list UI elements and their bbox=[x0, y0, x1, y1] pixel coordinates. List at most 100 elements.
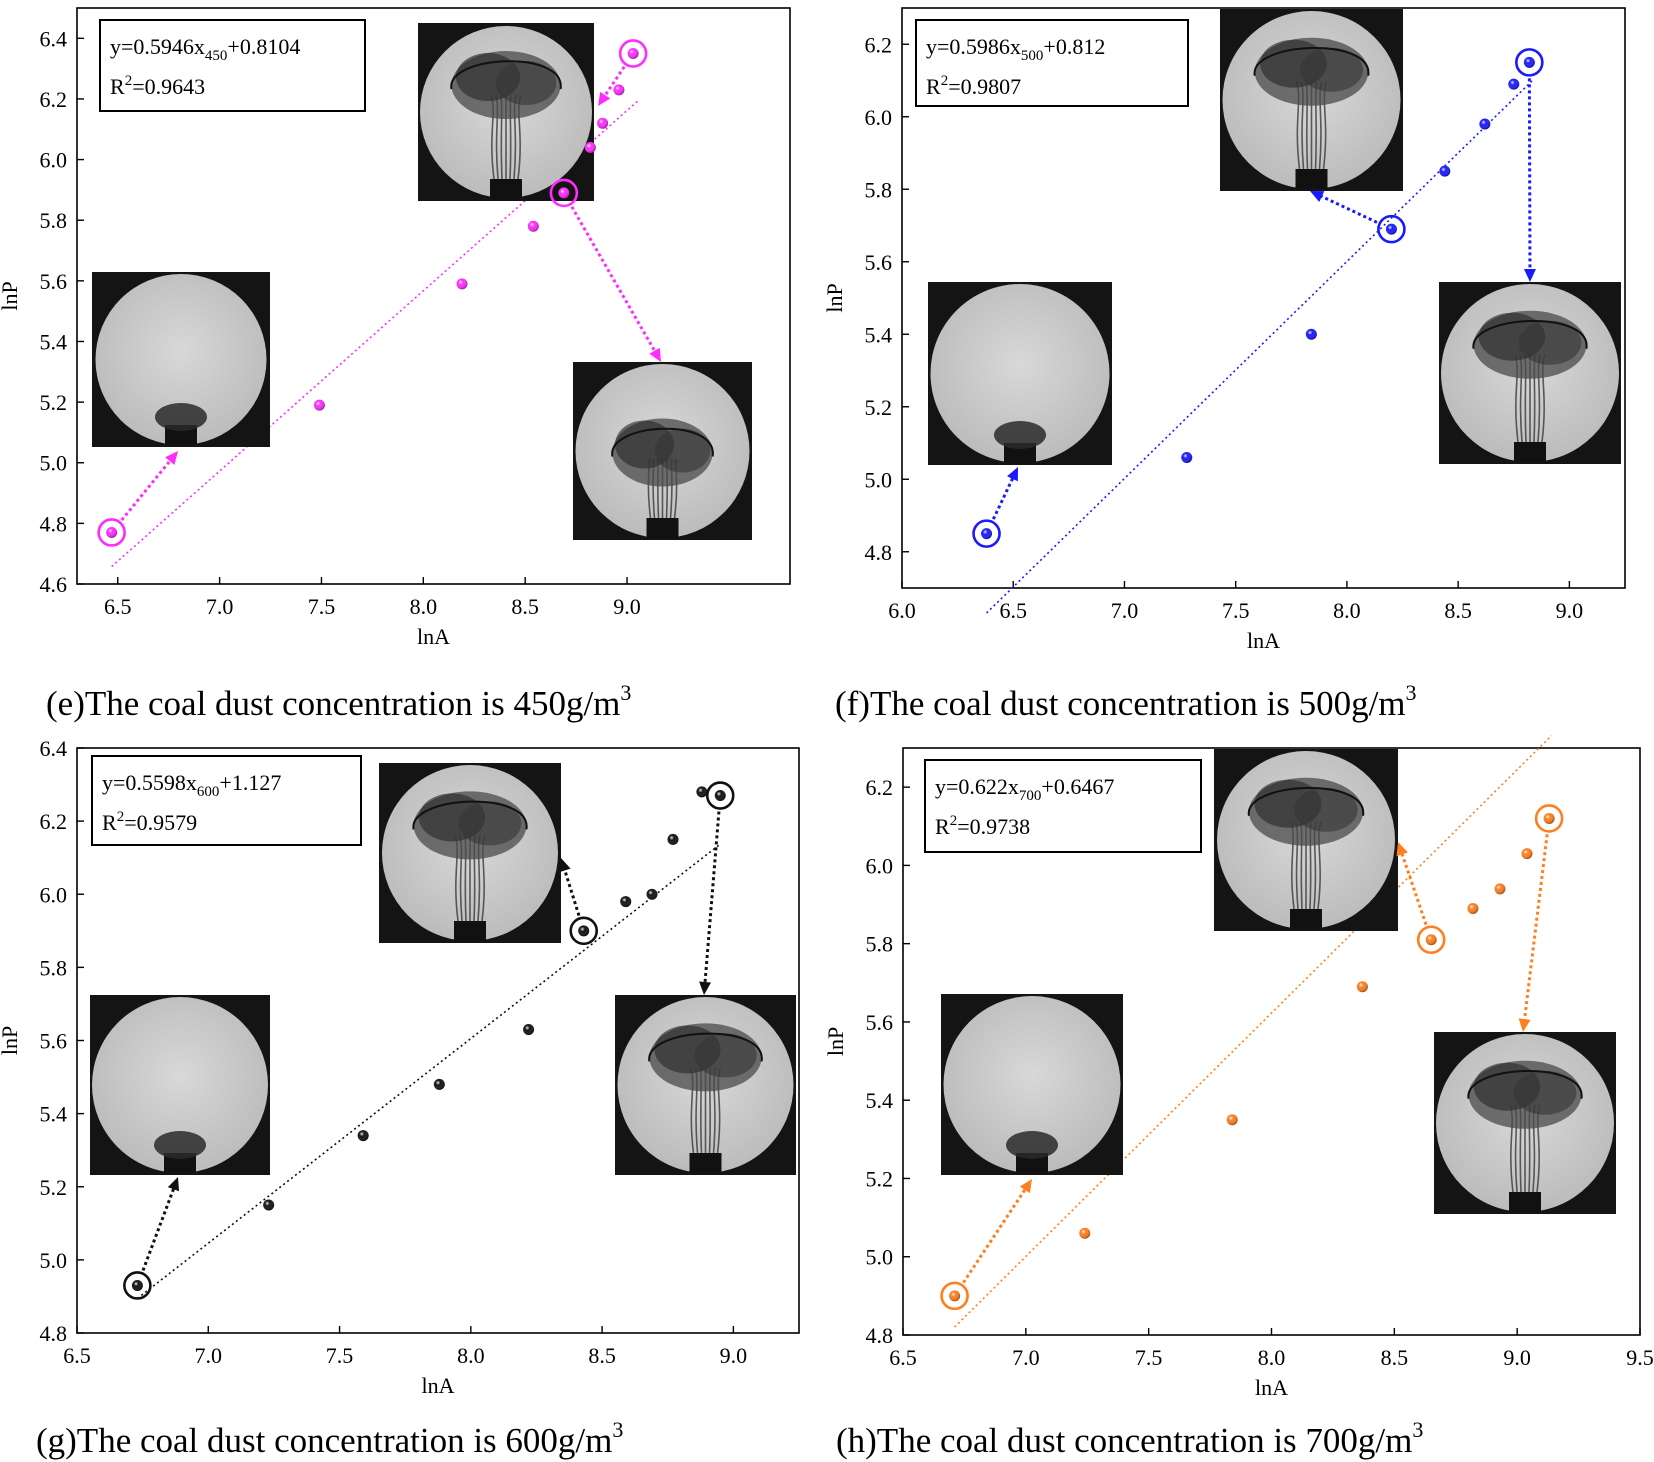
callout-arrow bbox=[1522, 834, 1549, 1023]
equation-box bbox=[91, 755, 362, 846]
y-tick-label: 4.8 bbox=[40, 511, 68, 536]
y-axis-label: lnP bbox=[822, 283, 847, 312]
callout-arrow bbox=[141, 1185, 176, 1272]
y-tick-label: 5.4 bbox=[865, 322, 893, 347]
y-tick-label: 6.2 bbox=[866, 775, 894, 800]
chart-panel-g: 6.5 7.0 7.5 8.0 8.5 9.0 4.8 5.0 5.2 5.4 5.6 5.8 6.0 6… bbox=[0, 736, 800, 1460]
fit-line bbox=[136, 843, 721, 1300]
x-tick-label: 7.0 bbox=[1111, 598, 1139, 623]
equation-box bbox=[99, 19, 366, 112]
x-tick-label: 9.0 bbox=[1503, 1345, 1531, 1370]
fit-equation: y=0.5598x600+1.127 bbox=[102, 770, 281, 800]
highlight-ring bbox=[1515, 48, 1544, 77]
x-tick-label: 7.5 bbox=[308, 594, 336, 619]
chart-panel-f: 6.0 6.5 7.0 7.5 8.0 8.5 9.0 4.8 5.0 5.2 5.4 5.6 5.8 6… bbox=[822, 7, 1626, 723]
x-tick-label: 8.5 bbox=[511, 594, 539, 619]
y-tick-label: 5.2 bbox=[865, 395, 893, 420]
plot-frame bbox=[76, 7, 791, 585]
inset-photo bbox=[615, 995, 796, 1175]
panel-caption: (h)The coal dust concentration is 700g/m… bbox=[836, 1417, 1423, 1460]
inset-photo bbox=[1439, 282, 1621, 464]
y-tick-label: 6.4 bbox=[40, 26, 68, 51]
panel-caption: (e)The coal dust concentration is 450g/m… bbox=[46, 680, 631, 723]
nozzle-block bbox=[490, 179, 522, 199]
r-squared: R2=0.9579 bbox=[102, 809, 197, 835]
y-tick-label: 5.0 bbox=[40, 451, 68, 476]
y-tick-label: 6.2 bbox=[865, 32, 893, 57]
callout-arrow bbox=[120, 457, 173, 522]
y-axis-label: lnP bbox=[0, 1026, 22, 1055]
fit-equation: y=0.622x700+0.6467 bbox=[935, 774, 1114, 804]
x-tick-label: 9.0 bbox=[1556, 598, 1584, 623]
nozzle-block bbox=[454, 921, 486, 941]
x-tick-label: 9.5 bbox=[1626, 1345, 1654, 1370]
y-tick-label: 5.6 bbox=[865, 250, 893, 275]
y-axis-label: lnP bbox=[823, 1027, 848, 1056]
x-tick-label: 7.5 bbox=[326, 1343, 354, 1368]
x-tick-label: 9.0 bbox=[720, 1343, 748, 1368]
callout-arrow bbox=[962, 1186, 1028, 1284]
x-tick-label: 9.0 bbox=[613, 594, 641, 619]
highlight-ring bbox=[705, 781, 735, 810]
x-tick-label: 7.0 bbox=[1012, 1345, 1040, 1370]
highlight-ring bbox=[1416, 925, 1446, 955]
y-tick-label: 6.4 bbox=[40, 736, 68, 761]
fit-line bbox=[954, 734, 1553, 1328]
inset-photo bbox=[90, 995, 270, 1175]
y-tick-label: 6.2 bbox=[40, 809, 68, 834]
y-tick-label: 5.6 bbox=[40, 269, 68, 294]
chart-panel-h: 6.5 7.0 7.5 8.0 8.5 9.0 9.5 4.8 5.0 5.2 5.4 5.6 5.8 6… bbox=[823, 734, 1654, 1460]
nozzle-block bbox=[689, 1153, 722, 1173]
callout-arrow bbox=[703, 811, 721, 986]
r-squared: R2=0.9807 bbox=[926, 73, 1021, 99]
highlight-ring bbox=[1377, 214, 1406, 244]
inset-photo bbox=[379, 763, 561, 943]
x-tick-label: 7.5 bbox=[1222, 598, 1250, 623]
x-tick-label: 6.5 bbox=[999, 598, 1027, 623]
x-tick-label: 8.0 bbox=[1333, 598, 1361, 623]
y-tick-label: 5.8 bbox=[40, 208, 68, 233]
inset-photo bbox=[928, 282, 1112, 465]
highlight-ring bbox=[97, 518, 126, 547]
highlight-ring bbox=[123, 1271, 152, 1300]
x-tick-label: 7.0 bbox=[195, 1343, 223, 1368]
highlight-ring bbox=[618, 39, 648, 68]
y-tick-label: 6.0 bbox=[40, 148, 68, 173]
nozzle-block bbox=[1514, 442, 1546, 462]
panel-caption: (g)The coal dust concentration is 600g/m… bbox=[36, 1417, 623, 1460]
inset-photo bbox=[418, 23, 594, 201]
x-axis-label: lnA bbox=[422, 1373, 455, 1398]
y-tick-label: 5.8 bbox=[865, 177, 893, 202]
arrow-head bbox=[1518, 1018, 1531, 1032]
inset-photo bbox=[1434, 1032, 1616, 1214]
x-tick-label: 8.5 bbox=[1444, 598, 1472, 623]
x-tick-label: 6.5 bbox=[889, 1345, 917, 1370]
inset-photo bbox=[1214, 749, 1398, 931]
plot-frame bbox=[901, 7, 1626, 589]
y-tick-label: 5.4 bbox=[40, 1102, 68, 1127]
r-squared: R2=0.9738 bbox=[935, 813, 1030, 839]
x-tick-label: 6.5 bbox=[63, 1343, 91, 1368]
arrow-head bbox=[699, 981, 712, 995]
arrow-head bbox=[1396, 842, 1408, 857]
y-tick-label: 5.2 bbox=[40, 1175, 68, 1200]
equation-box bbox=[924, 759, 1202, 853]
y-tick-label: 6.0 bbox=[865, 105, 893, 130]
arrow-head bbox=[1523, 268, 1536, 282]
x-tick-label: 7.5 bbox=[1135, 1345, 1163, 1370]
y-tick-label: 4.8 bbox=[40, 1321, 68, 1346]
highlight-ring bbox=[940, 1281, 969, 1311]
callout-arrow bbox=[1527, 78, 1532, 273]
highlight-ring bbox=[1534, 804, 1564, 833]
arrow-head bbox=[559, 858, 571, 873]
y-tick-label: 5.6 bbox=[40, 1029, 68, 1054]
arrow-head bbox=[167, 1177, 180, 1192]
y-tick-label: 5.8 bbox=[866, 932, 894, 957]
inset-photo bbox=[1220, 9, 1403, 191]
callout-arrow bbox=[1318, 193, 1378, 224]
arrow-head bbox=[649, 347, 661, 362]
highlight-ring bbox=[972, 519, 1001, 548]
highlight-ring bbox=[549, 178, 579, 208]
y-tick-label: 6.0 bbox=[40, 882, 68, 907]
x-axis-label: lnA bbox=[1255, 1375, 1288, 1400]
